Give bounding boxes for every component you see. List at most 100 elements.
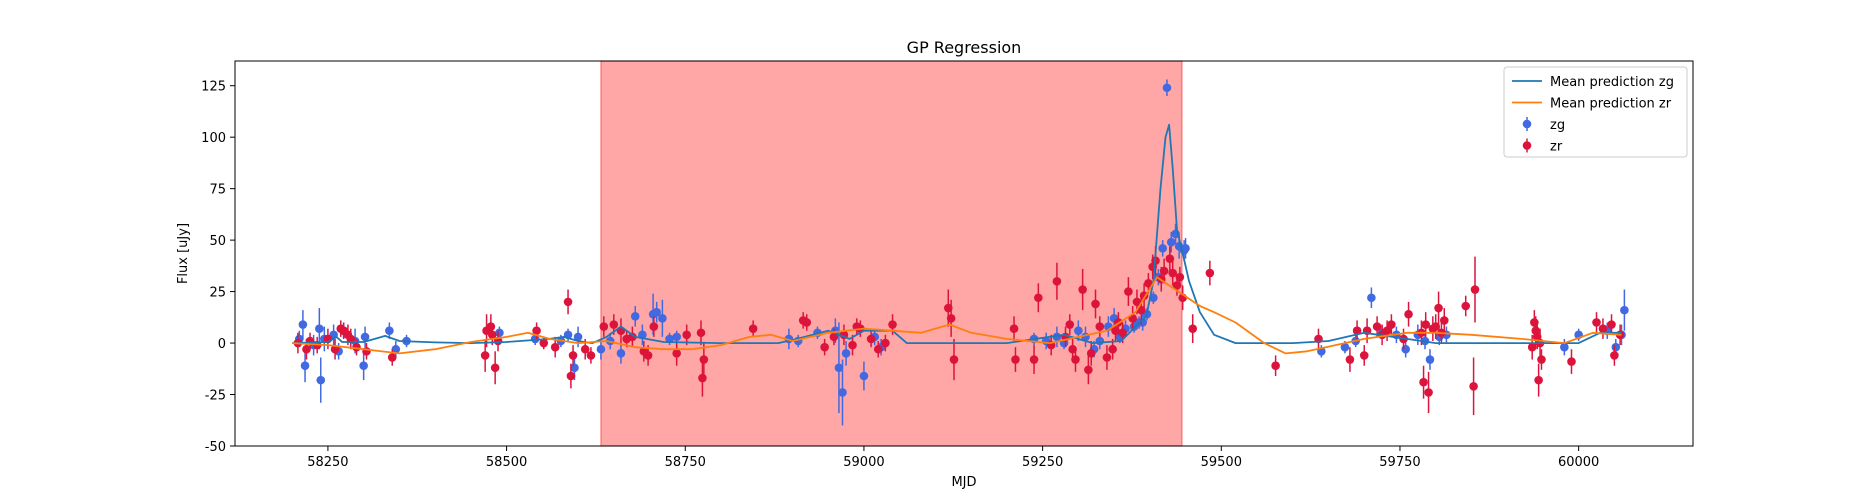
data-point-zg — [1166, 237, 1176, 247]
data-point-zg — [316, 375, 326, 385]
x-tick-label: 60000 — [1558, 455, 1599, 470]
data-point-zr — [566, 371, 576, 381]
data-point-zr — [949, 355, 959, 364]
chart-title: GP Regression — [907, 38, 1022, 57]
data-point-zg — [359, 361, 368, 371]
data-point-zr — [699, 355, 709, 364]
y-tick-label: 100 — [201, 131, 226, 146]
legend-label: zg — [1550, 118, 1565, 133]
data-point-zg — [596, 344, 606, 354]
data-point-zr — [881, 338, 890, 348]
data-point-zg — [1401, 344, 1410, 354]
legend-box — [1503, 66, 1688, 158]
data-point-zr — [1382, 326, 1392, 336]
data-point-zr — [946, 314, 956, 323]
data-point-zr — [1078, 285, 1087, 294]
x-tick-label: 58500 — [486, 455, 527, 470]
data-point-zg — [834, 363, 844, 373]
data-point-zr — [1175, 272, 1185, 282]
data-point-zr — [696, 328, 706, 338]
line-mean-prediction-zg — [292, 123, 1622, 344]
data-point-zr — [1359, 351, 1369, 360]
data-point-zg — [1367, 293, 1376, 303]
data-point-zr — [302, 344, 311, 354]
data-point-zg — [838, 388, 847, 397]
data-point-zr — [1534, 375, 1543, 385]
data-point-zr — [1159, 266, 1169, 276]
data-point-zg — [1158, 244, 1167, 253]
data-point-zr — [1009, 324, 1019, 333]
data-point-zr — [487, 330, 497, 340]
data-point-zr — [1108, 344, 1117, 354]
data-point-zr — [873, 344, 883, 354]
data-point-zg — [658, 314, 667, 323]
data-point-zr — [1095, 322, 1105, 331]
data-point-zr — [1387, 320, 1396, 329]
data-point-zr — [1091, 299, 1100, 309]
data-point-zr — [1052, 276, 1062, 286]
data-point-zr — [1118, 328, 1127, 338]
y-tick-label: 25 — [209, 286, 226, 301]
legend-swatch-marker — [1522, 141, 1532, 150]
data-point-zg — [1620, 305, 1629, 315]
data-point-zr — [1071, 355, 1080, 364]
data-point-zg — [841, 349, 851, 358]
data-point-zr — [1421, 320, 1430, 329]
data-point-zg — [1611, 342, 1621, 352]
data-point-zg — [1340, 342, 1350, 352]
data-point-zr — [1034, 293, 1043, 303]
y-tick-label: 125 — [201, 80, 226, 95]
data-point-zr — [1419, 377, 1428, 387]
data-point-zr — [1352, 326, 1362, 336]
data-point-zr — [672, 349, 681, 358]
x-tick-label: 58750 — [665, 455, 706, 470]
data-point-zr — [1610, 351, 1619, 360]
data-point-zr — [539, 338, 549, 348]
data-point-zr — [1598, 324, 1608, 333]
y-tick-label: 0 — [218, 337, 226, 352]
plot-area: 58250 58500 58750 59000 59250 59500 59750 60000… — [201, 60, 1694, 470]
data-point-zr — [848, 340, 857, 350]
data-point-zr — [1592, 318, 1601, 327]
x-tick-label: 59000 — [843, 455, 884, 470]
data-point-zr — [1470, 285, 1480, 294]
data-point-zr — [609, 320, 619, 329]
data-point-zr — [1345, 355, 1355, 364]
data-point-zr — [346, 334, 356, 344]
data-point-zr — [829, 332, 839, 342]
data-point-zr — [682, 330, 691, 340]
data-point-zr — [1461, 301, 1471, 311]
data-point-zg — [652, 307, 661, 317]
data-point-zr — [387, 353, 397, 362]
data-point-zg — [859, 371, 869, 381]
legend-label: Mean prediction zg — [1550, 75, 1674, 90]
y-axis-label: Flux [uJy] — [176, 223, 191, 284]
x-tick-label: 58250 — [307, 455, 348, 470]
x-tick-label: 59500 — [1201, 455, 1242, 470]
data-point-zr — [1527, 342, 1537, 352]
data-point-zr — [480, 351, 490, 360]
y-tick-label: 50 — [209, 234, 226, 249]
data-point-zr — [1102, 353, 1112, 362]
data-point-zr — [1132, 297, 1142, 307]
data-point-zg — [1560, 342, 1569, 352]
data-point-zr — [643, 351, 653, 360]
x-tick-label: 59250 — [1022, 455, 1063, 470]
shaded-region — [600, 60, 1183, 447]
data-point-zg — [300, 361, 310, 371]
data-point-zr — [586, 351, 596, 360]
data-point-zr — [802, 318, 812, 327]
data-point-zr — [563, 297, 573, 307]
data-point-zr — [1469, 381, 1478, 391]
data-point-zr — [748, 324, 758, 333]
legend-label: zr — [1550, 140, 1563, 155]
data-point-zr — [568, 351, 578, 360]
data-point-zr — [1372, 322, 1382, 331]
data-point-zr — [649, 322, 659, 331]
y-tick-label: -50 — [205, 440, 226, 455]
data-point-zr — [550, 342, 560, 352]
data-point-zg — [1074, 326, 1083, 336]
data-point-zr — [1029, 355, 1039, 364]
data-point-zr — [1537, 355, 1546, 364]
